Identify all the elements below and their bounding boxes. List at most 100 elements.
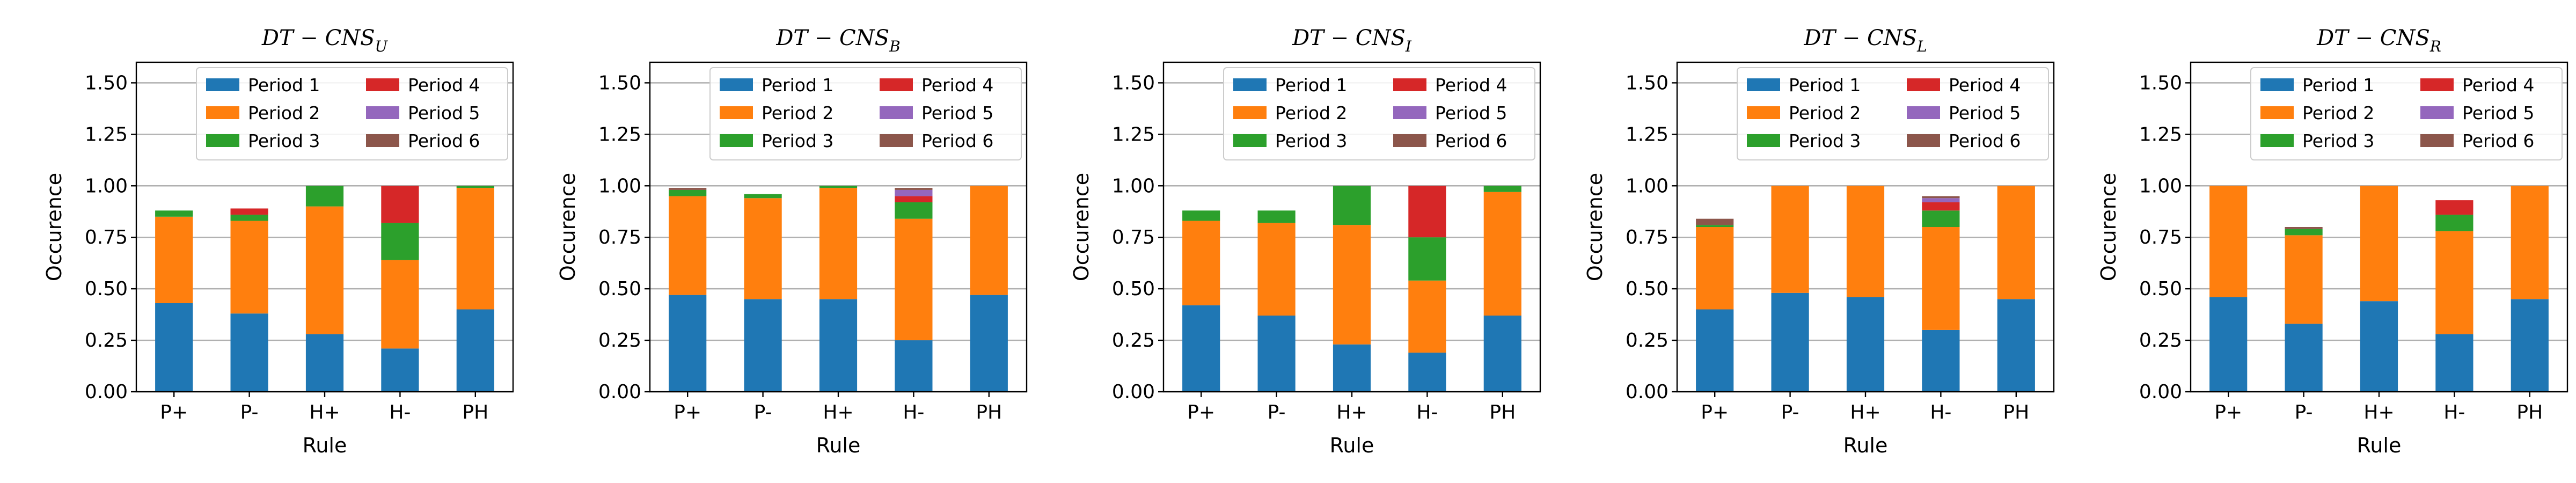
x-tick-label: P+ <box>674 401 701 423</box>
bar-segment-period-2 <box>1182 221 1220 305</box>
bar-segment-period-3 <box>1182 210 1220 221</box>
y-tick-label: 0.75 <box>1626 226 1668 248</box>
legend-label: Period 5 <box>408 103 480 123</box>
bar-segment-period-3 <box>305 186 344 207</box>
legend-item: Period 2 <box>1747 103 1861 123</box>
bar-segment-period-2 <box>1408 280 1446 353</box>
legend-label: Period 2 <box>248 103 320 123</box>
y-tick-label: 0.25 <box>1626 330 1668 352</box>
legend-item: Period 3 <box>206 130 320 151</box>
bar-segment-period-4 <box>1408 186 1446 238</box>
legend-label: Period 2 <box>1275 103 1347 123</box>
bar-segment-period-2 <box>2285 235 2323 324</box>
legend-item: Period 2 <box>2260 103 2374 123</box>
subplot-1: 0.00 0.25 0.50 0.75 1.00 1.25 1.50 P+ P- H+ H- PH DT… <box>42 26 514 457</box>
legend-item: Period 6 <box>880 130 993 151</box>
legend-swatch <box>720 134 753 147</box>
bar-segment-period-3 <box>2435 214 2473 231</box>
legend-label: Period 3 <box>1275 130 1347 151</box>
y-tick-label: 1.00 <box>598 175 641 197</box>
legend-swatch <box>880 134 913 147</box>
x-tick-label: PH <box>976 401 1002 423</box>
legend-label: Period 4 <box>2462 75 2534 96</box>
bar-segment-period-1 <box>381 348 419 392</box>
bar-segment-period-1 <box>970 295 1008 392</box>
legend-item: Period 4 <box>1393 75 1507 96</box>
x-axis-label: Rule <box>2357 434 2402 457</box>
bar-segment-period-2 <box>381 260 419 349</box>
legend-item: Period 1 <box>720 75 833 96</box>
axes-frame <box>135 61 514 393</box>
y-tick-label: 0.50 <box>1626 278 1668 300</box>
x-tick-label: P- <box>2295 401 2313 423</box>
bar-segment-period-1 <box>1483 316 1521 392</box>
bar-segment-period-1 <box>744 299 782 392</box>
bar-segment-period-1 <box>1997 299 2035 392</box>
legend-label: Period 6 <box>1949 130 2021 151</box>
y-tick-label: 0.00 <box>1112 381 1155 403</box>
bar-segment-period-3 <box>1257 210 1296 223</box>
bar-segment-period-2 <box>1997 186 2035 299</box>
bar-segment-period-3 <box>1696 225 1734 227</box>
legend-item: Period 3 <box>720 130 833 151</box>
bar-segment-period-1 <box>1696 309 1734 392</box>
y-tick-label: 0.75 <box>2139 226 2182 248</box>
y-tick-label: 0.00 <box>85 381 128 403</box>
legend-swatch <box>1233 106 1267 119</box>
y-axis-label: Occurence <box>556 173 580 281</box>
legend-label: Period 2 <box>2302 103 2374 123</box>
legend-label: Period 1 <box>1275 75 1347 96</box>
y-tick-label: 0.50 <box>1112 278 1155 300</box>
legend-label: Period 5 <box>921 103 993 123</box>
y-tick-label: 0.00 <box>2139 381 2182 403</box>
bar-segment-period-2 <box>305 206 344 334</box>
chart-title: DT − CNSL <box>1803 26 1927 55</box>
bar-segment-period-3 <box>456 186 494 188</box>
y-tick-label: 1.50 <box>1626 72 1668 94</box>
bar-segment-period-2 <box>2435 231 2473 334</box>
legend-label: Period 5 <box>1435 103 1507 123</box>
bar-segment-period-2 <box>456 188 494 310</box>
bar-segment-period-1 <box>2209 297 2248 392</box>
legend-swatch <box>366 78 399 91</box>
chart-title: DT − CNSR <box>2316 26 2441 55</box>
bar-segment-period-1 <box>895 340 933 392</box>
bar-segment-period-4 <box>1922 202 1960 211</box>
y-tick-label: 1.50 <box>598 72 641 94</box>
bar-segment-period-1 <box>1771 292 1809 392</box>
legend-item: Period 4 <box>2420 75 2534 96</box>
y-axis-label: Occurence <box>1583 173 1607 281</box>
legend: Period 1 Period 2 Period 3 Period 4 Period 5… <box>1223 67 1535 160</box>
y-tick-label: 0.00 <box>598 381 641 403</box>
legend-label: Period 4 <box>1435 75 1507 96</box>
y-tick-label: 1.25 <box>1626 123 1668 145</box>
bar-segment-period-1 <box>155 303 193 392</box>
bar-segment-period-2 <box>819 188 858 299</box>
bar-segment-period-1 <box>2360 301 2398 392</box>
y-tick-label: 0.75 <box>85 226 128 248</box>
legend-label: Period 1 <box>2302 75 2374 96</box>
legend-label: Period 4 <box>921 75 993 96</box>
legend: Period 1 Period 2 Period 3 Period 4 Period 5… <box>196 67 508 160</box>
legend-label: Period 3 <box>2302 130 2374 151</box>
bar-segment-period-6 <box>895 188 933 190</box>
legend-item: Period 5 <box>2420 103 2534 123</box>
legend-label: Period 6 <box>1435 130 1507 151</box>
y-axis-label: Occurence <box>2097 173 2120 281</box>
bar-segment-period-2 <box>2511 186 2549 299</box>
legend-item: Period 6 <box>1907 130 2021 151</box>
bar-segment-period-1 <box>305 334 344 392</box>
y-tick-label: 0.75 <box>598 226 641 248</box>
legend-label: Period 6 <box>408 130 480 151</box>
y-tick-label: 1.25 <box>85 123 128 145</box>
legend-swatch <box>1747 78 1780 91</box>
legend-swatch <box>1233 78 1267 91</box>
bar-segment-period-1 <box>1408 353 1446 392</box>
legend-item: Period 6 <box>1393 130 1507 151</box>
bar-segment-period-2 <box>1257 223 1296 316</box>
bar-segment-period-3 <box>2285 229 2323 236</box>
x-tick-label: P+ <box>160 401 188 423</box>
legend-label: Period 1 <box>762 75 833 96</box>
bar-segment-period-2 <box>895 218 933 341</box>
